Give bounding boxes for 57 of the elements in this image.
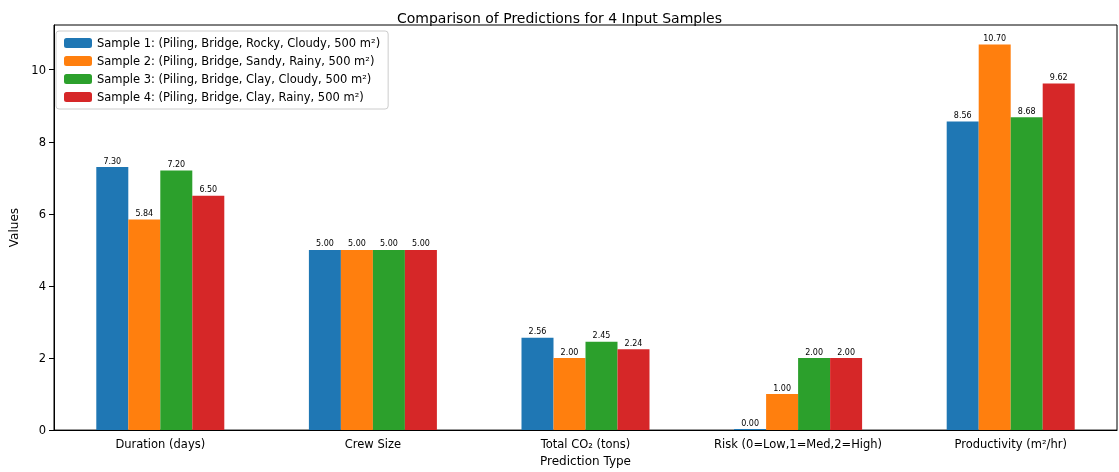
data-label: 2.00: [837, 347, 856, 357]
bar: [830, 358, 863, 431]
bar: [404, 249, 437, 431]
bar: [617, 349, 650, 431]
x-tick-label: Duration (days): [115, 437, 206, 452]
x-tick-label: Risk (0=Low,1=Med,2=High): [714, 437, 883, 452]
chart-title: Comparison of Predictions for 4 Input Samples: [396, 10, 723, 26]
bar: [96, 167, 129, 431]
bar: [308, 249, 341, 431]
data-label: 6.50: [199, 185, 218, 195]
data-label: 7.30: [103, 156, 122, 166]
data-label: 5.00: [411, 239, 430, 249]
y-tick-label: 10: [31, 62, 46, 77]
bar: [946, 121, 979, 431]
x-tick-label: Crew Size: [344, 437, 402, 452]
bar: [192, 195, 225, 431]
data-label: 2.00: [805, 347, 824, 357]
bar: [128, 219, 161, 431]
bar: [798, 358, 831, 431]
y-axis-title: Values: [7, 207, 21, 248]
legend-label: Sample 4: (Piling, Bridge, Clay, Rainy, 500 m²): [97, 90, 364, 104]
data-label: 2.45: [592, 331, 611, 341]
bar: [372, 249, 405, 431]
data-label: 8.56: [953, 111, 972, 121]
bar: [585, 341, 618, 431]
bar: [766, 394, 799, 431]
data-label: 2.24: [624, 338, 643, 348]
data-label: 1.00: [773, 383, 792, 393]
bar: [1010, 117, 1043, 431]
y-tick-label: 8: [38, 134, 46, 149]
data-label: 8.68: [1017, 106, 1036, 116]
data-label: 7.20: [167, 160, 186, 170]
y-tick-label: 6: [38, 206, 46, 221]
data-label: 5.00: [315, 239, 334, 249]
legend-label: Sample 1: (Piling, Bridge, Rocky, Cloudy, 500 m²): [97, 36, 381, 50]
x-axis-title: Prediction Type: [540, 454, 631, 468]
bar: [553, 358, 586, 431]
x-tick-label: Total CO₂ (tons): [539, 437, 631, 452]
legend-label: Sample 3: (Piling, Bridge, Clay, Cloudy, 500 m²): [97, 72, 372, 86]
bar: [521, 337, 554, 431]
legend-label: Sample 2: (Piling, Bridge, Sandy, Rainy, 500 m²): [97, 54, 375, 68]
data-label: 10.70: [983, 33, 1007, 43]
data-label: 5.00: [379, 239, 398, 249]
x-tick-label: Productivity (m²/hr): [954, 437, 1067, 452]
bar: [160, 170, 193, 431]
y-tick-label: 4: [38, 278, 46, 293]
data-label: 2.56: [528, 327, 547, 337]
data-label: 5.84: [135, 209, 154, 219]
data-label: 0.00: [741, 418, 760, 428]
data-label: 2.00: [560, 347, 579, 357]
data-label: 9.62: [1049, 72, 1068, 82]
bar: [1042, 83, 1075, 431]
bar: [340, 249, 373, 431]
y-tick-label: 0: [38, 423, 46, 438]
y-tick-label: 2: [38, 351, 46, 366]
data-label: 5.00: [347, 239, 366, 249]
bar: [978, 44, 1011, 431]
